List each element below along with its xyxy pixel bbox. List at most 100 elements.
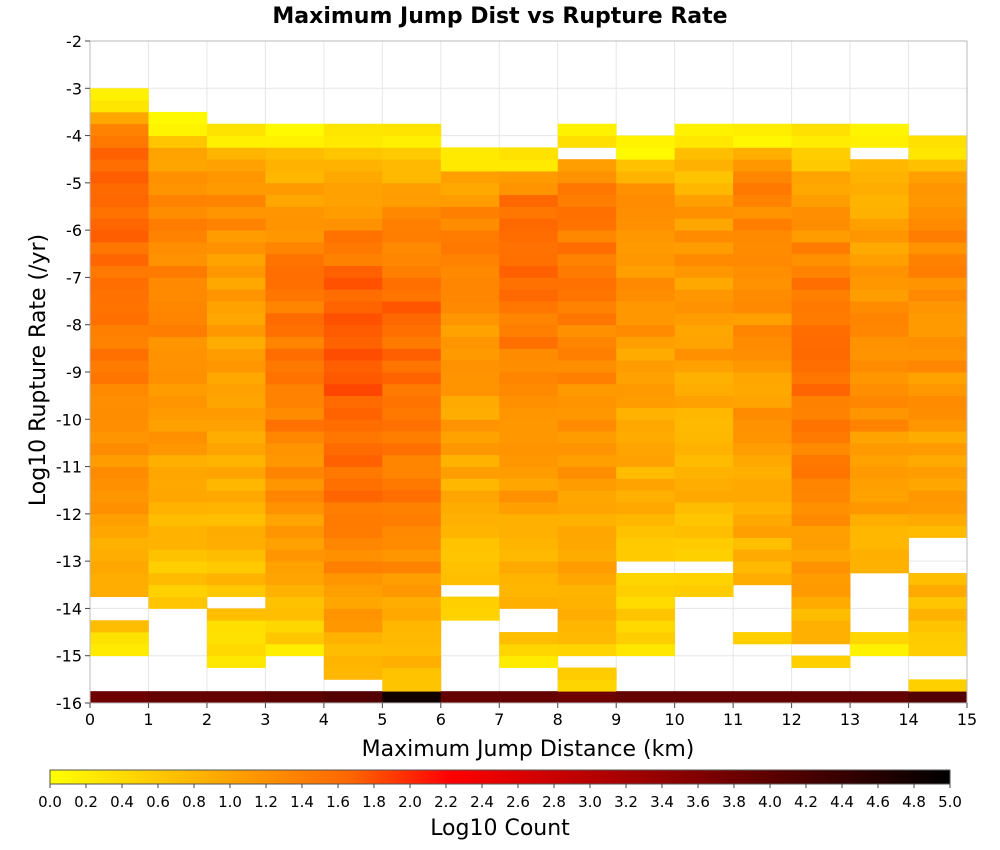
heatmap-cell [206,620,266,633]
heatmap-cell [908,135,968,148]
colorbar-tick-label: 1.4 [290,793,314,811]
heatmap-cell [733,383,792,397]
heatmap-cell [791,123,851,136]
heatmap-cell [616,466,676,479]
heatmap-cell [850,632,909,645]
heatmap-cell [206,442,266,456]
heatmap-cell [557,135,617,148]
heatmap-cell [206,336,266,349]
heatmap-cell [791,159,851,172]
heatmap-cell [440,490,500,503]
heatmap-cell [440,525,500,538]
heatmap-cell [499,206,559,219]
heatmap-cell [557,561,617,574]
heatmap-cell [382,360,442,373]
colorbar-tick-label: 1.2 [254,793,278,811]
heatmap-cell [323,312,383,326]
heatmap-cell [90,513,149,527]
heatmap-cell [616,419,676,432]
heatmap-cell [382,596,442,609]
heatmap-cell [440,608,500,621]
heatmap-cell [557,431,617,444]
heatmap-cell [850,431,909,444]
heatmap-cell [557,336,617,349]
heatmap-cell [557,194,617,207]
heatmap-cell [499,218,559,231]
heatmap-cell [440,336,500,349]
heatmap-cell [440,419,500,432]
heatmap-cell [850,324,909,337]
heatmap-cell [557,667,617,680]
heatmap-cell [440,596,500,609]
heatmap-cell [616,490,676,503]
heatmap-cell [674,123,734,136]
heatmap-cell [440,301,500,314]
x-tick-label: 3 [260,710,270,729]
heatmap-cell [791,289,851,302]
y-axis-label: Log10 Rupture Rate (/yr) [26,234,51,506]
heatmap-cell [265,171,325,184]
heatmap-cell [674,218,734,231]
heatmap-cell [382,655,442,668]
heatmap-cell [499,502,559,515]
heatmap-cell [850,171,909,184]
heatmap-cell [440,383,500,397]
y-tick-label: -11 [56,458,82,477]
heatmap-cell [440,360,500,373]
heatmap-cell [499,182,559,196]
heatmap-cell [148,502,208,515]
heatmap-cell [90,206,149,219]
heatmap-cell [440,454,500,467]
heatmap-cell [557,584,617,598]
heatmap-cell [616,442,676,456]
heatmap-cell [674,395,734,408]
heatmap-cell [499,159,559,172]
heatmap-cell [323,383,383,397]
heatmap-cell [908,608,968,621]
x-tick-label: 11 [723,710,743,729]
heatmap-cell [90,312,149,326]
heatmap-cell [206,194,266,207]
heatmap-cell [791,584,851,598]
heatmap-cell [616,159,676,172]
heatmap-cell [908,253,968,267]
heatmap-cell [557,478,617,491]
heatmap-cell [265,513,325,527]
heatmap-cell [440,442,500,456]
heatmap-cell [674,194,734,207]
heatmap-cell [265,691,325,704]
heatmap-cell [206,419,266,432]
heatmap-cell [90,289,149,302]
heatmap-cell [148,691,208,704]
heatmap-cell [674,549,734,562]
y-tick-label: -7 [66,268,82,287]
heatmap-cell [616,301,676,314]
heatmap-cell [90,442,149,456]
heatmap-cell [382,549,442,562]
heatmap-cell [382,301,442,314]
heatmap-cell [382,667,442,680]
x-tick-label: 4 [319,710,329,729]
heatmap-cell [499,241,559,255]
heatmap-cell [90,360,149,373]
x-tick-label: 14 [898,710,918,729]
heatmap-cell [382,431,442,444]
heatmap-cell [733,289,792,302]
heatmap-cell [850,253,909,267]
heatmap-cell [850,348,909,361]
heatmap-cell [499,632,559,645]
heatmap-cell [265,419,325,432]
heatmap-cell [206,253,266,267]
heatmap-cell [382,135,442,148]
heatmap-cell [616,643,676,657]
heatmap-cell [206,537,266,550]
heatmap-cell [674,253,734,267]
heatmap-cell [382,442,442,456]
heatmap-cell [90,502,149,515]
heatmap-cell [382,383,442,397]
heatmap-cell [850,549,909,562]
heatmap-cell [90,490,149,503]
heatmap-cell [440,289,500,302]
heatmap-cell [206,171,266,184]
heatmap-cell [90,171,149,184]
